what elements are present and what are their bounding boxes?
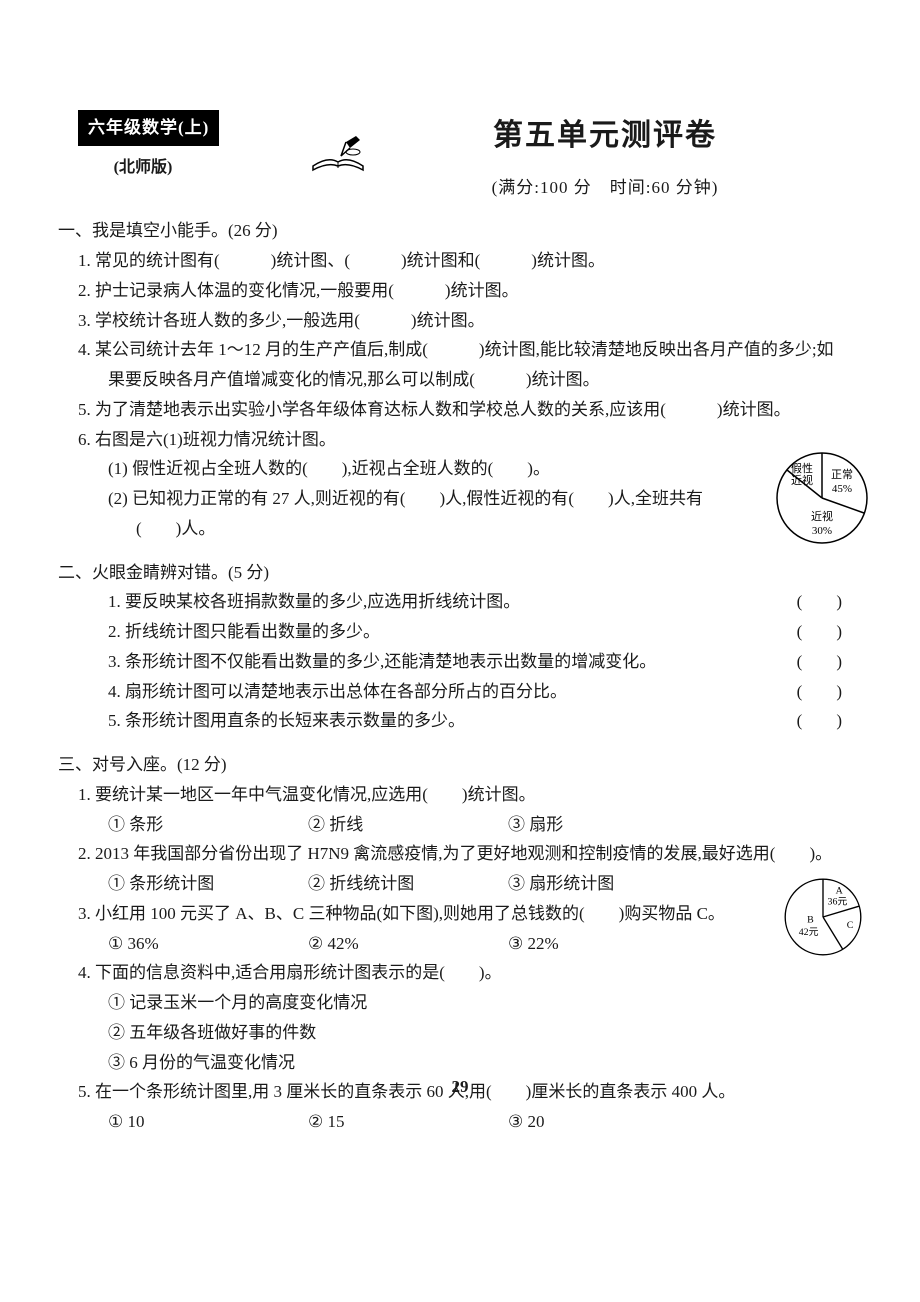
header: 六年级数学(上) (北师版) 第五单元测评卷 (满分:100 分 时间:60 分… xyxy=(78,110,842,202)
s2-q4-text: 4. 扇形统计图可以清楚地表示出总体在各部分所占的百分比。 xyxy=(108,677,782,707)
s1-q1: 1. 常见的统计图有( )统计图、( )统计图和( )统计图。 xyxy=(108,246,842,276)
pie1-myopia-label: 近视 xyxy=(811,509,833,523)
grade-box: 六年级数学(上) xyxy=(78,110,219,146)
s2-q1-text: 1. 要反映某校各班捐款数量的多少,应选用折线统计图。 xyxy=(108,587,782,617)
s3-q3-o2: ② 42% xyxy=(308,929,508,959)
tf-paren: ( ) xyxy=(782,706,842,736)
pie2-b-label: B xyxy=(807,914,814,925)
pie1-normal-pct: 45% xyxy=(832,483,852,495)
s1-q5: 5. 为了清楚地表示出实验小学各年级体育达标人数和学校总人数的关系,应该用( )… xyxy=(108,395,842,425)
s1-q2: 2. 护士记录病人体温的变化情况,一般要用( )统计图。 xyxy=(108,276,842,306)
section-2: 二、火眼金睛辨对错。(5 分) 1. 要反映某校各班捐款数量的多少,应选用折线统… xyxy=(78,558,842,737)
s2-q5: 5. 条形统计图用直条的长短来表示数量的多少。 ( ) xyxy=(108,706,842,736)
s1-q6c: (2) 已知视力正常的有 27 人,则近视的有( )人,假性近视的有( )人,全… xyxy=(136,484,842,544)
book-pen-icon xyxy=(308,134,368,184)
s3-q1-opts: ① 条形 ② 折线 ③ 扇形 xyxy=(108,810,842,840)
s2-q1: 1. 要反映某校各班捐款数量的多少,应选用折线统计图。 ( ) xyxy=(108,587,842,617)
pie-chart-eyesight: 正常 45% 近视 30% 假性 近视 xyxy=(772,448,872,548)
s3-q3-o3: ③ 22% xyxy=(508,929,559,959)
s3-q2: 2. 2013 年我国部分省份出现了 H7N9 禽流感疫情,为了更好地观测和控制… xyxy=(108,839,842,869)
s3-q5-o2: ② 15 xyxy=(308,1107,508,1137)
s2-q5-text: 5. 条形统计图用直条的长短来表示数量的多少。 xyxy=(108,706,782,736)
s3-q1: 1. 要统计某一地区一年中气温变化情况,应选用( )统计图。 xyxy=(108,780,842,810)
s2-q3: 3. 条形统计图不仅能看出数量的多少,还能清楚地表示出数量的增减变化。 ( ) xyxy=(108,647,842,677)
s3-q4: 4. 下面的信息资料中,适合用扇形统计图表示的是( )。 xyxy=(108,958,842,988)
header-left: 六年级数学(上) (北师版) xyxy=(78,110,308,182)
s1-q3: 3. 学校统计各班人数的多少,一般选用( )统计图。 xyxy=(108,306,842,336)
s3-q3-opts: ① 36% ② 42% ③ 22% xyxy=(108,929,842,959)
s3-q1-o1: ① 条形 xyxy=(108,810,308,840)
s3-q5-o1: ① 10 xyxy=(108,1107,308,1137)
s1-q6a: 6. 右图是六(1)班视力情况统计图。 xyxy=(108,425,842,455)
s1-q6b: (1) 假性近视占全班人数的( ),近视占全班人数的( )。 xyxy=(136,454,842,484)
section-1: 一、我是填空小能手。(26 分) 1. 常见的统计图有( )统计图、( )统计图… xyxy=(78,216,842,543)
s1-q4: 4. 某公司统计去年 1～12 月的生产产值后,制成( )统计图,能比较清楚地反… xyxy=(108,335,842,395)
s3-q1-o2: ② 折线 xyxy=(308,810,508,840)
section-2-title: 二、火眼金睛辨对错。(5 分) xyxy=(58,558,842,588)
s2-q2-text: 2. 折线统计图只能看出数量的多少。 xyxy=(108,617,782,647)
pie1-myopia-pct: 30% xyxy=(812,525,832,537)
s3-q5-o3: ③ 20 xyxy=(508,1107,545,1137)
s3-q4-o1: ① 记录玉米一个月的高度变化情况 xyxy=(108,988,842,1018)
s2-q2: 2. 折线统计图只能看出数量的多少。 ( ) xyxy=(108,617,842,647)
s3-q4-o2: ② 五年级各班做好事的件数 xyxy=(108,1018,842,1048)
pie2-a-label: A xyxy=(836,886,844,897)
tf-paren: ( ) xyxy=(782,587,842,617)
s3-q2-o1: ① 条形统计图 xyxy=(108,869,308,899)
pie2-c-label: C xyxy=(847,920,854,931)
unit-title: 第五单元测评卷 xyxy=(368,110,842,163)
s2-q4: 4. 扇形统计图可以清楚地表示出总体在各部分所占的百分比。 ( ) xyxy=(108,677,842,707)
pie2-b-val: 42元 xyxy=(799,927,819,938)
s3-q3: 3. 小红用 100 元买了 A、B、C 三种物品(如下图),则她用了总钱数的(… xyxy=(108,899,842,929)
section-3-title: 三、对号入座。(12 分) xyxy=(58,750,842,780)
s2-q3-text: 3. 条形统计图不仅能看出数量的多少,还能清楚地表示出数量的增减变化。 xyxy=(108,647,782,677)
pie1-pseudo-label2: 近视 xyxy=(791,473,813,487)
pie1-normal-label: 正常 xyxy=(831,468,853,481)
s3-q2-o2: ② 折线统计图 xyxy=(308,869,508,899)
tf-paren: ( ) xyxy=(782,617,842,647)
section-1-title: 一、我是填空小能手。(26 分) xyxy=(58,216,842,246)
s3-q1-o3: ③ 扇形 xyxy=(508,810,563,840)
exam-info: (满分:100 分 时间:60 分钟) xyxy=(368,173,842,203)
s3-q5-opts: ① 10 ② 15 ③ 20 xyxy=(108,1107,842,1137)
page-number: 29 xyxy=(0,1072,920,1102)
s3-q3-o1: ① 36% xyxy=(108,929,308,959)
header-right: 第五单元测评卷 (满分:100 分 时间:60 分钟) xyxy=(368,110,842,202)
pie2-a-val: 36元 xyxy=(828,896,848,907)
tf-paren: ( ) xyxy=(782,677,842,707)
pie1-pseudo-label1: 假性 xyxy=(791,461,813,475)
s3-q2-opts: ① 条形统计图 ② 折线统计图 ③ 扇形统计图 xyxy=(108,869,842,899)
pie-chart-shopping: A 36元 B 42元 C xyxy=(778,872,868,962)
tf-paren: ( ) xyxy=(782,647,842,677)
edition-label: (北师版) xyxy=(78,154,208,182)
s3-q2-o3: ③ 扇形统计图 xyxy=(508,869,614,899)
